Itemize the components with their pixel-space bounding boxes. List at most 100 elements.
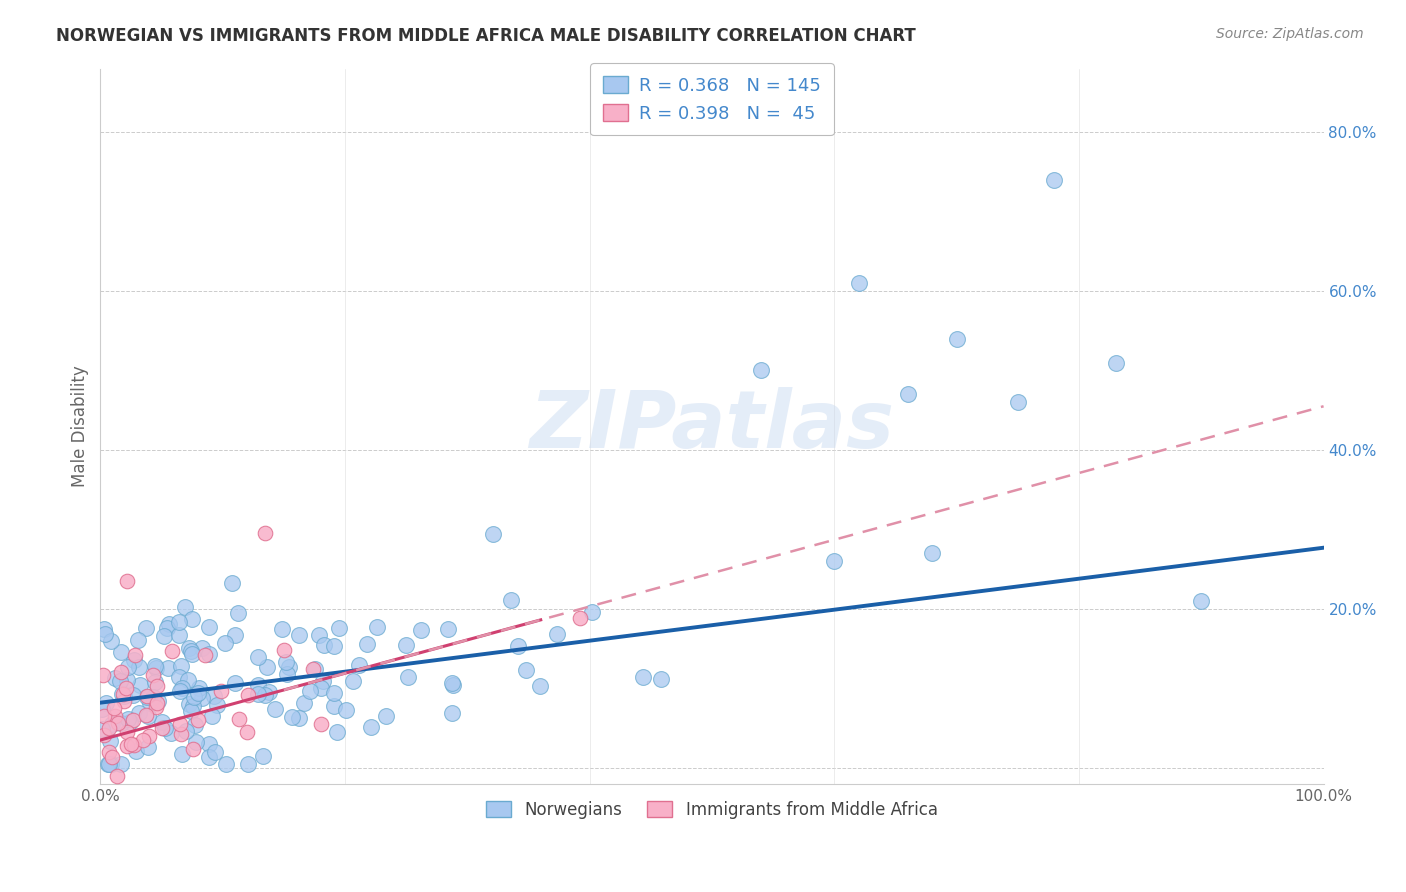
Point (395, 638, 418, 652)
Point (110, 673, 132, 688)
Point (308, 628, 330, 642)
Point (201, 708, 224, 723)
Point (631, 670, 654, 684)
Point (274, 656, 297, 670)
Point (236, 688, 259, 702)
Point (124, 744, 146, 758)
Point (136, 740, 159, 755)
Point (326, 724, 349, 739)
Point (187, 713, 209, 727)
Point (145, 661, 167, 675)
Point (122, 653, 145, 667)
Point (247, 649, 270, 664)
Point (157, 617, 180, 632)
Point (204, 745, 226, 759)
Point (288, 628, 311, 642)
Point (181, 742, 204, 756)
Point (124, 648, 146, 662)
Point (568, 611, 591, 625)
Point (93, 709, 115, 723)
Point (221, 576, 243, 591)
Point (127, 633, 149, 648)
Point (177, 697, 200, 711)
Point (90, 701, 112, 715)
Point (103, 671, 125, 685)
Point (184, 735, 207, 749)
Point (198, 737, 221, 751)
Point (174, 724, 197, 739)
Point (112, 689, 135, 703)
Point (110, 665, 132, 679)
Point (342, 674, 364, 689)
Text: NORWEGIAN VS IMMIGRANTS FROM MIDDLE AFRICA MALE DISABILITY CORRELATION CHART: NORWEGIAN VS IMMIGRANTS FROM MIDDLE AFRI… (56, 27, 915, 45)
Point (374, 708, 396, 723)
Point (254, 526, 277, 541)
Point (128, 659, 150, 673)
Point (264, 702, 287, 716)
Point (117, 712, 139, 726)
Point (209, 683, 232, 698)
Point (170, 659, 193, 673)
Point (311, 681, 333, 695)
Point (1043, 173, 1066, 187)
Point (246, 678, 269, 692)
Point (118, 715, 141, 730)
Point (1189, 594, 1212, 608)
Point (100, 756, 122, 771)
Point (311, 674, 333, 689)
Point (153, 721, 176, 735)
Point (441, 706, 464, 721)
Point (823, 554, 845, 568)
Point (276, 666, 298, 681)
Point (292, 697, 315, 711)
Point (110, 756, 132, 771)
Text: Source: ZipAtlas.com: Source: ZipAtlas.com (1216, 27, 1364, 41)
Point (299, 683, 322, 698)
Point (167, 615, 190, 630)
Point (749, 363, 772, 377)
Point (529, 679, 551, 693)
Point (187, 686, 209, 700)
Point (156, 621, 179, 635)
Point (180, 644, 202, 658)
Point (257, 685, 280, 699)
Point (181, 698, 204, 713)
Point (170, 747, 193, 762)
Point (356, 637, 378, 651)
Point (256, 660, 278, 674)
Point (136, 689, 159, 703)
Point (501, 593, 523, 607)
Point (198, 647, 221, 661)
Point (93, 728, 115, 742)
Point (897, 387, 920, 401)
Point (112, 693, 135, 707)
Point (323, 698, 346, 713)
Point (194, 648, 217, 663)
Point (170, 727, 193, 741)
Point (309, 717, 332, 731)
Point (159, 725, 181, 739)
Point (107, 715, 129, 730)
Point (180, 647, 202, 661)
Point (94, 627, 117, 641)
Point (139, 696, 162, 710)
Point (214, 635, 236, 649)
Point (302, 662, 325, 676)
Point (366, 619, 388, 633)
Point (97, 756, 120, 771)
Point (128, 706, 150, 720)
Point (215, 756, 238, 771)
Point (98, 734, 121, 748)
Point (110, 716, 132, 731)
Point (228, 713, 250, 727)
Point (157, 661, 180, 675)
Point (111, 687, 134, 701)
Point (437, 622, 460, 636)
Point (270, 622, 292, 636)
Point (143, 675, 166, 690)
Point (105, 769, 128, 783)
Point (120, 737, 142, 751)
Point (176, 673, 198, 688)
Point (441, 678, 464, 692)
Point (236, 756, 259, 771)
